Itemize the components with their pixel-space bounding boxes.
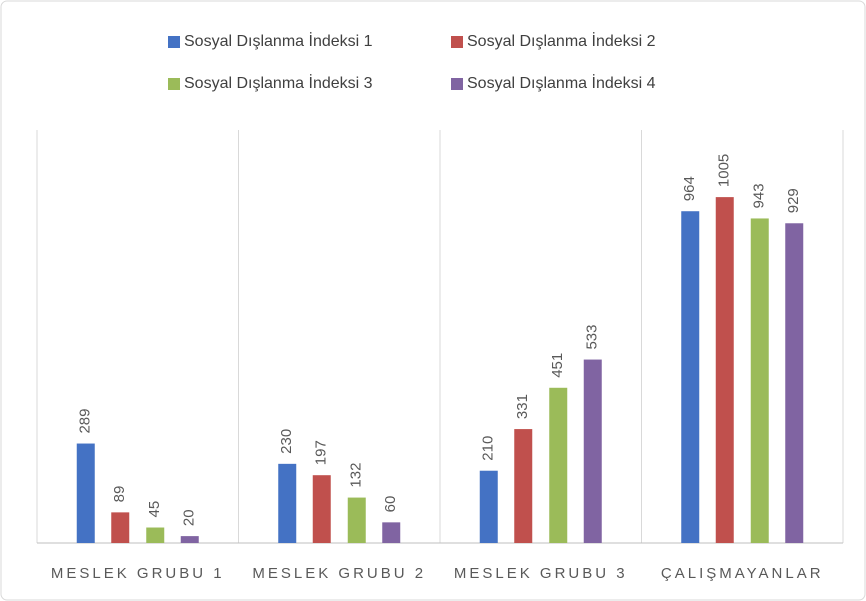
data-label: 533 [584,325,601,350]
x-tick-label: MESLEK GRUBU 1 [51,565,225,582]
bar [312,475,331,543]
data-label: 964 [681,176,698,201]
legend-swatch [451,36,463,48]
legend-swatch [168,78,180,90]
legend-label: Sosyal Dışlanma İndeksi 2 [467,31,656,50]
legend-label: Sosyal Dışlanma İndeksi 4 [467,73,656,92]
x-tick-label: ÇALIŞMAYANLAR [661,565,824,582]
data-label: 331 [514,394,531,419]
bar [479,470,498,543]
data-label: 451 [549,353,566,378]
bar [715,197,734,544]
bar [278,463,297,543]
legend-label: Sosyal Dışlanma İndeksi 3 [184,73,373,92]
legend-swatch [451,78,463,90]
data-label: 45 [146,501,163,518]
legend-label: Sosyal Dışlanma İndeksi 1 [184,31,373,50]
bar [382,522,401,543]
bar [785,223,804,543]
bar [681,211,700,543]
data-label: 197 [313,440,330,465]
x-tick-label: MESLEK GRUBU 2 [252,565,426,582]
bar [514,429,533,543]
data-label: 289 [77,409,94,434]
data-label: 132 [348,463,365,488]
data-label: 230 [278,429,295,454]
x-tick-label: MESLEK GRUBU 3 [454,565,628,582]
bar [76,443,95,543]
data-label: 943 [751,183,768,208]
data-label: 929 [785,188,802,213]
bar [146,527,165,543]
bar [583,359,602,543]
data-label: 1005 [716,154,733,187]
bar [549,387,568,543]
data-label: 210 [480,436,497,461]
data-label: 89 [111,486,128,503]
legend-swatch [168,36,180,48]
bar [347,497,366,543]
bar [111,512,130,543]
bar [750,218,769,543]
bar [180,536,199,543]
data-label: 60 [382,496,399,513]
data-label: 20 [181,509,198,526]
